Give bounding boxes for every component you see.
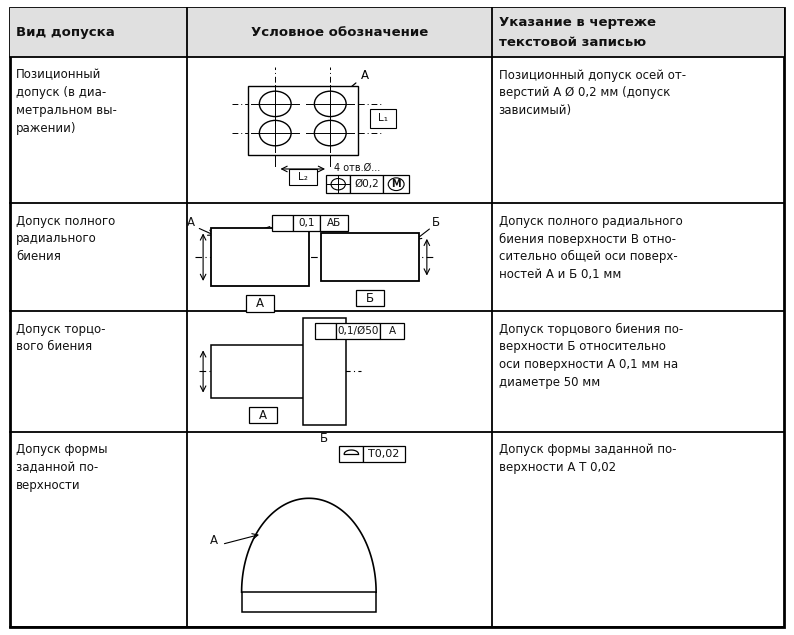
Text: биения поверхности В отно-: биения поверхности В отно-: [499, 232, 676, 246]
Bar: [326, 175, 350, 193]
Text: Б: Б: [432, 216, 441, 229]
Text: метральном вы-: метральном вы-: [16, 104, 117, 117]
Bar: [320, 215, 349, 231]
Text: А: А: [256, 297, 264, 310]
Text: ражении): ражении): [16, 122, 76, 135]
Text: текстовой записью: текстовой записью: [499, 36, 646, 49]
Text: оси поверхности А 0,1 мм на: оси поверхности А 0,1 мм на: [499, 358, 678, 371]
Text: Допуск формы: Допуск формы: [16, 443, 107, 456]
Bar: [340, 446, 363, 462]
Text: Б: Б: [320, 432, 328, 445]
Bar: [356, 290, 384, 306]
Text: сительно общей оси поверх-: сительно общей оси поверх-: [499, 250, 677, 264]
Text: заданной по-: заданной по-: [16, 461, 98, 474]
Text: диаметре 50 мм: диаметре 50 мм: [499, 376, 600, 389]
Bar: [321, 234, 419, 281]
Text: Допуск торцо-: Допуск торцо-: [16, 323, 106, 335]
Text: радиального: радиального: [16, 232, 97, 245]
Bar: [384, 175, 409, 193]
Bar: [10, 8, 784, 57]
Text: Допуск полного: Допуск полного: [16, 215, 115, 227]
Text: верхности А Т 0,02: верхности А Т 0,02: [499, 461, 616, 474]
Text: Ø0,2: Ø0,2: [354, 179, 380, 189]
Text: Позиционный допуск осей от-: Позиционный допуск осей от-: [499, 69, 686, 81]
Text: А: А: [345, 69, 369, 92]
Text: допуск (в диа-: допуск (в диа-: [16, 86, 106, 99]
Text: L₁: L₁: [378, 114, 388, 123]
Bar: [245, 295, 274, 312]
Text: L₂: L₂: [298, 172, 308, 182]
Text: верстий А Ø 0,2 мм (допуск: верстий А Ø 0,2 мм (допуск: [499, 86, 670, 99]
Bar: [272, 215, 293, 231]
Text: верхности: верхности: [16, 479, 80, 491]
Bar: [303, 318, 345, 425]
Bar: [371, 109, 396, 128]
Text: верхности Б относительно: верхности Б относительно: [499, 340, 665, 353]
Bar: [249, 407, 277, 424]
Bar: [211, 345, 315, 398]
Text: АБ: АБ: [327, 218, 341, 228]
Text: зависимый): зависимый): [499, 104, 572, 117]
Bar: [363, 446, 404, 462]
Text: М: М: [391, 179, 401, 189]
Text: А: А: [259, 409, 267, 422]
Text: А: А: [187, 216, 195, 229]
Bar: [336, 323, 380, 339]
Text: А: А: [388, 326, 395, 336]
Text: Позиционный: Позиционный: [16, 69, 102, 81]
Text: 4 отв.Ø...: 4 отв.Ø...: [334, 163, 380, 173]
Text: Указание в чертеже: Указание в чертеже: [499, 16, 656, 29]
Text: Т0,02: Т0,02: [368, 449, 399, 459]
Text: Допуск торцового биения по-: Допуск торцового биения по-: [499, 323, 683, 336]
Text: Допуск формы заданной по-: Допуск формы заданной по-: [499, 443, 676, 456]
Bar: [350, 175, 384, 193]
Bar: [315, 323, 336, 339]
Text: ностей А и Б 0,1 мм: ностей А и Б 0,1 мм: [499, 268, 621, 281]
Bar: [293, 215, 320, 231]
Text: Условное обозначение: Условное обозначение: [251, 26, 428, 39]
Text: биения: биения: [16, 250, 61, 263]
Text: А: А: [210, 534, 218, 547]
Bar: [211, 228, 309, 286]
Bar: [248, 86, 358, 155]
Text: Б: Б: [366, 291, 374, 305]
Text: Вид допуска: Вид допуска: [16, 26, 114, 39]
Text: вого биения: вого биения: [16, 340, 92, 353]
Text: 0,1/Ø50: 0,1/Ø50: [337, 326, 379, 336]
Bar: [289, 169, 317, 185]
Text: Допуск полного радиального: Допуск полного радиального: [499, 215, 682, 227]
Bar: [380, 323, 404, 339]
Bar: [241, 592, 376, 612]
Text: 0,1: 0,1: [298, 218, 314, 228]
